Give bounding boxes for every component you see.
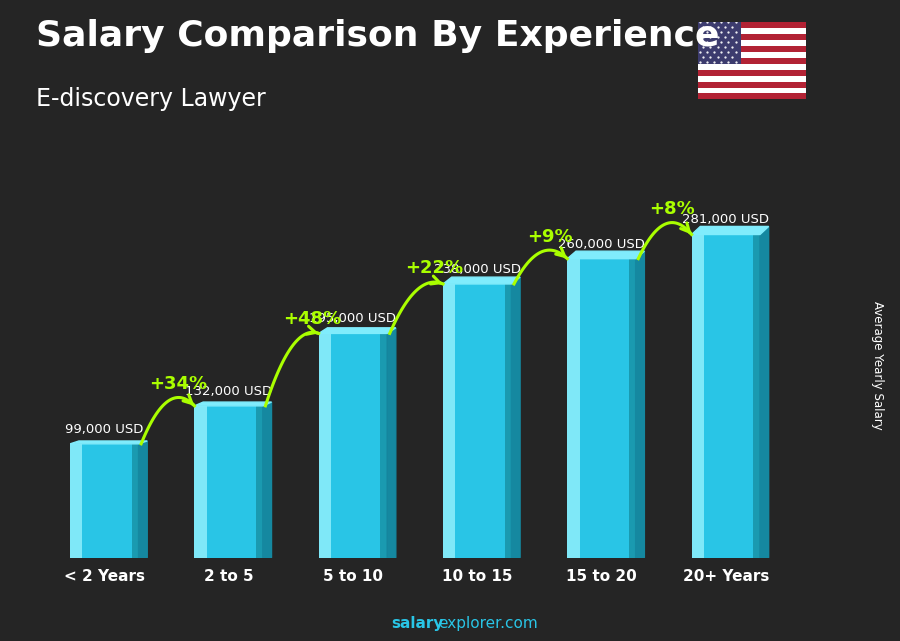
Bar	[698, 34, 806, 40]
Bar	[443, 284, 455, 558]
Bar	[319, 333, 331, 558]
Bar	[567, 259, 580, 558]
Polygon shape	[387, 328, 396, 558]
Bar	[698, 58, 806, 64]
Text: +22%: +22%	[405, 260, 464, 278]
Polygon shape	[635, 251, 644, 558]
Bar	[698, 46, 806, 52]
Bar	[70, 444, 139, 558]
Text: Salary Comparison By Experience: Salary Comparison By Experience	[36, 19, 719, 53]
Text: 281,000 USD: 281,000 USD	[682, 213, 770, 226]
Bar	[443, 284, 511, 558]
Bar	[698, 40, 806, 46]
Bar	[131, 444, 139, 558]
Text: Average Yearly Salary: Average Yearly Salary	[871, 301, 884, 429]
Bar	[691, 235, 704, 558]
Bar	[691, 235, 760, 558]
Text: 132,000 USD: 132,000 USD	[185, 385, 272, 398]
Polygon shape	[511, 277, 520, 558]
Text: 195,000 USD: 195,000 USD	[310, 312, 396, 326]
Bar	[698, 52, 806, 58]
Text: 238,000 USD: 238,000 USD	[434, 263, 521, 276]
Polygon shape	[70, 441, 148, 444]
Bar	[698, 81, 806, 88]
Polygon shape	[443, 277, 520, 284]
Polygon shape	[194, 402, 272, 406]
Bar	[319, 333, 387, 558]
Polygon shape	[691, 226, 769, 235]
Bar	[698, 64, 806, 70]
Text: +34%: +34%	[149, 375, 207, 393]
Polygon shape	[139, 441, 148, 558]
Bar	[381, 333, 387, 558]
Bar	[194, 406, 263, 558]
Bar	[629, 259, 635, 558]
Bar	[70, 444, 83, 558]
Text: +48%: +48%	[284, 310, 342, 328]
Bar	[698, 28, 806, 34]
Text: E-discovery Lawyer: E-discovery Lawyer	[36, 87, 266, 110]
Bar	[256, 406, 263, 558]
Bar	[698, 88, 806, 94]
Text: +8%: +8%	[649, 200, 695, 218]
Polygon shape	[263, 402, 272, 558]
Polygon shape	[567, 251, 644, 259]
Text: salary: salary	[392, 616, 444, 631]
Bar	[698, 94, 806, 99]
Text: explorer.com: explorer.com	[438, 616, 538, 631]
Polygon shape	[319, 328, 396, 333]
Text: +9%: +9%	[527, 228, 572, 246]
Bar	[753, 235, 760, 558]
Text: 99,000 USD: 99,000 USD	[65, 423, 143, 436]
Bar	[505, 284, 511, 558]
Bar	[698, 70, 806, 76]
Bar	[698, 76, 806, 81]
Bar	[698, 22, 806, 28]
Polygon shape	[760, 226, 769, 558]
Text: 260,000 USD: 260,000 USD	[558, 238, 645, 251]
Bar	[567, 259, 635, 558]
Bar	[698, 22, 741, 64]
Bar	[194, 406, 207, 558]
